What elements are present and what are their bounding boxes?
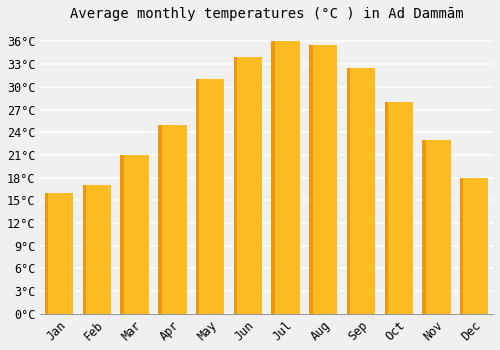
Bar	[460, 178, 488, 314]
Bar	[83, 185, 86, 314]
Bar	[422, 140, 426, 314]
Title: Average monthly temperatures (°C ) in Ad Dammām: Average monthly temperatures (°C ) in Ad…	[70, 7, 464, 21]
Bar	[45, 193, 74, 314]
Bar	[158, 125, 186, 314]
Bar	[422, 140, 450, 314]
Bar	[45, 193, 48, 314]
Bar	[120, 155, 124, 314]
Bar	[158, 125, 162, 314]
Bar	[272, 41, 275, 314]
Bar	[384, 102, 413, 314]
Bar	[83, 185, 111, 314]
Bar	[347, 68, 350, 314]
Bar	[309, 45, 312, 314]
Bar	[384, 102, 388, 314]
Bar	[347, 68, 375, 314]
Bar	[460, 178, 464, 314]
Bar	[196, 79, 224, 314]
Bar	[196, 79, 200, 314]
Bar	[309, 45, 338, 314]
Bar	[272, 41, 299, 314]
Bar	[120, 155, 149, 314]
Bar	[234, 57, 262, 314]
Bar	[234, 57, 237, 314]
